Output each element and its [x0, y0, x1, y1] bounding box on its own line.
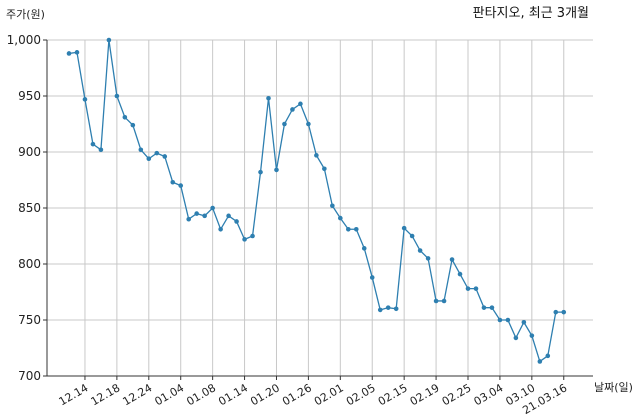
data-point — [353, 226, 359, 232]
data-point — [250, 233, 255, 239]
data-point — [146, 156, 152, 162]
price-series — [66, 37, 567, 364]
data-point — [290, 107, 295, 112]
data-point — [298, 101, 303, 107]
data-point — [98, 147, 104, 153]
x-tick-label: 01.08 — [184, 381, 218, 408]
data-point — [210, 205, 215, 211]
data-point — [338, 215, 343, 221]
data-point — [553, 309, 559, 315]
x-axis-label: 날짜(일) — [594, 380, 633, 394]
x-tick-label: 01.14 — [216, 381, 250, 408]
data-point — [346, 226, 351, 232]
data-point — [90, 141, 96, 147]
data-point — [218, 226, 223, 232]
data-point — [74, 50, 80, 55]
x-tick-label: 12.24 — [121, 381, 155, 408]
data-point — [242, 237, 247, 242]
data-point — [481, 305, 487, 310]
data-point — [266, 95, 271, 101]
data-point — [306, 121, 311, 127]
data-point — [441, 298, 447, 304]
data-point — [377, 307, 383, 313]
y-tick-label: 700 — [18, 369, 41, 383]
data-point — [274, 167, 279, 173]
x-tick-label: 02.25 — [440, 381, 474, 408]
data-point — [82, 97, 88, 102]
data-point — [545, 353, 551, 359]
data-point — [521, 319, 527, 325]
data-point — [322, 166, 327, 172]
data-point — [226, 213, 231, 219]
x-tick-label: 03.04 — [472, 381, 506, 408]
y-tick-label: 850 — [18, 201, 41, 215]
data-point — [194, 211, 199, 216]
data-point — [401, 225, 407, 231]
y-tick-label: 1,000 — [7, 33, 41, 47]
y-tick-label: 950 — [18, 89, 41, 103]
data-point — [202, 213, 207, 219]
x-tick-label: 12.14 — [57, 381, 91, 408]
data-point — [162, 154, 168, 159]
data-point — [258, 169, 263, 175]
data-point — [561, 309, 567, 315]
x-tick-label: 12.18 — [89, 381, 123, 408]
data-point — [489, 305, 495, 310]
series-line — [68, 39, 564, 363]
y-tick-label: 750 — [18, 313, 41, 327]
data-point — [170, 179, 176, 185]
data-point — [122, 114, 128, 120]
data-point — [449, 257, 455, 262]
data-point — [154, 150, 160, 156]
data-point — [66, 51, 72, 56]
x-tick-label: 01.26 — [280, 381, 314, 408]
data-point — [409, 233, 415, 239]
data-point — [513, 335, 519, 341]
axes — [43, 39, 593, 380]
data-point — [234, 219, 239, 224]
data-point — [465, 286, 471, 291]
grid-lines — [47, 39, 593, 377]
x-tick-label: 02.01 — [312, 381, 346, 408]
data-point — [385, 305, 391, 310]
data-point — [314, 153, 319, 158]
data-point — [138, 147, 144, 153]
data-point — [130, 122, 136, 128]
data-point — [186, 216, 191, 222]
data-point — [282, 121, 287, 127]
y-tick-label: 900 — [18, 145, 41, 159]
x-tick-labels: 12.1412.1812.2401.0401.0801.1401.2001.26… — [57, 381, 570, 417]
y-tick-label: 800 — [18, 257, 41, 271]
data-point — [529, 333, 535, 338]
data-point — [537, 359, 543, 364]
x-tick-label: 02.05 — [344, 381, 378, 408]
x-tick-label: 02.15 — [376, 381, 410, 408]
data-point — [114, 93, 120, 99]
data-point — [433, 298, 439, 304]
data-point — [497, 317, 503, 323]
x-tick-label: 02.19 — [408, 381, 442, 408]
data-point — [417, 248, 423, 253]
y-tick-labels: 700 750 800 850 900 950 1,000 — [7, 33, 41, 383]
data-point — [361, 246, 367, 251]
data-point — [473, 286, 479, 291]
data-point — [425, 256, 431, 261]
x-tick-label: 01.04 — [152, 381, 186, 408]
data-point — [505, 317, 511, 323]
data-point — [369, 275, 375, 280]
y-axis-label: 주가(원) — [6, 8, 45, 21]
chart-title: 판타지오, 최근 3개월 — [473, 6, 589, 21]
data-point — [106, 37, 112, 43]
data-point — [457, 271, 463, 277]
x-tick-label: 01.20 — [248, 381, 282, 408]
data-point — [178, 183, 184, 188]
data-point — [330, 203, 335, 209]
data-point — [393, 306, 399, 312]
